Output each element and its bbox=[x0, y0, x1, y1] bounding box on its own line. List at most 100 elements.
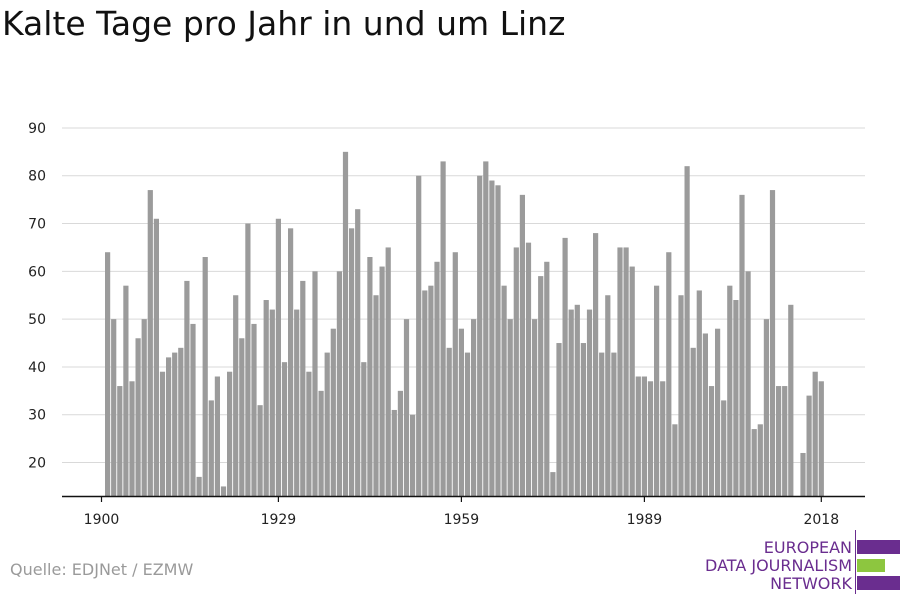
bar-1908 bbox=[147, 190, 153, 496]
bar-1929 bbox=[275, 218, 281, 496]
bar-1914 bbox=[184, 280, 190, 496]
bar-1996 bbox=[684, 166, 690, 496]
bar-2009 bbox=[763, 319, 769, 496]
bar-1915 bbox=[190, 323, 196, 496]
bar-1921 bbox=[227, 371, 233, 496]
bar-1977 bbox=[568, 309, 574, 496]
bar-1959 bbox=[458, 328, 464, 496]
bar-1985 bbox=[617, 247, 623, 496]
bar-1988 bbox=[635, 376, 641, 496]
bar-1994 bbox=[672, 424, 678, 496]
bar-1958 bbox=[452, 252, 458, 496]
bar-1956 bbox=[440, 161, 446, 496]
bar-1972 bbox=[538, 276, 544, 496]
logo-line-1: EUROPEAN bbox=[763, 538, 852, 557]
bar-2002 bbox=[721, 400, 727, 496]
bar-1922 bbox=[233, 295, 239, 496]
bar-1984 bbox=[611, 352, 617, 496]
bar-1979 bbox=[580, 343, 586, 496]
bar-1982 bbox=[599, 352, 605, 496]
bar-1999 bbox=[702, 333, 708, 496]
bar-1910 bbox=[159, 371, 166, 496]
bar-1907 bbox=[141, 319, 147, 496]
bar-2005 bbox=[739, 194, 745, 497]
bar-1909 bbox=[153, 218, 159, 496]
bar-1931 bbox=[288, 228, 294, 496]
bar-1906 bbox=[135, 338, 141, 496]
bar-1981 bbox=[593, 233, 599, 496]
bar-2015 bbox=[800, 452, 806, 496]
bar-1923 bbox=[239, 338, 245, 496]
y-tick-label: 90 bbox=[28, 121, 46, 137]
bar-1934 bbox=[306, 371, 312, 496]
bar-1940 bbox=[342, 151, 349, 496]
bar-1947 bbox=[385, 247, 391, 496]
edjnet-logo: EUROPEAN DATA JOURNALISM NETWORK bbox=[700, 530, 900, 594]
bar-2001 bbox=[715, 328, 721, 496]
bar-1962 bbox=[477, 175, 483, 497]
bar-1904 bbox=[123, 285, 129, 496]
bar-1953 bbox=[422, 290, 428, 496]
bar-1965 bbox=[495, 185, 501, 497]
bar-2016 bbox=[806, 395, 812, 496]
bar-1954 bbox=[428, 285, 434, 496]
bar-1989 bbox=[641, 376, 647, 496]
bar-1933 bbox=[300, 280, 306, 496]
bar-1957 bbox=[446, 347, 452, 496]
y-tick-label: 70 bbox=[28, 217, 46, 233]
bar-1997 bbox=[690, 347, 696, 496]
bar-1928 bbox=[269, 309, 275, 496]
bar-1961 bbox=[471, 319, 477, 496]
bar-1991 bbox=[654, 285, 660, 496]
bar-1911 bbox=[166, 357, 172, 496]
bar-1939 bbox=[336, 271, 342, 496]
bar-2012 bbox=[782, 386, 788, 496]
bar-2003 bbox=[727, 285, 733, 496]
logo-divider bbox=[855, 530, 856, 594]
y-tick-label: 20 bbox=[28, 456, 46, 472]
bar-1971 bbox=[532, 319, 538, 496]
bar-1930 bbox=[281, 362, 288, 496]
bars bbox=[105, 151, 824, 497]
bar-1975 bbox=[556, 343, 562, 496]
bar-2008 bbox=[757, 424, 763, 496]
bar-1943 bbox=[361, 362, 367, 496]
bar-1967 bbox=[507, 319, 513, 496]
bar-1925 bbox=[251, 323, 257, 496]
x-tick-label: 1989 bbox=[627, 512, 663, 528]
bar-1950 bbox=[403, 319, 410, 496]
bar-1917 bbox=[202, 257, 208, 496]
bar-1942 bbox=[355, 209, 361, 496]
bar-1938 bbox=[330, 328, 336, 496]
page-title: Kalte Tage pro Jahr in und um Linz bbox=[2, 4, 566, 43]
bar-1990 bbox=[647, 381, 654, 496]
bar-2018 bbox=[818, 381, 824, 496]
bar-1920 bbox=[220, 486, 227, 496]
bar-1941 bbox=[349, 228, 355, 496]
bar-1968 bbox=[513, 247, 519, 496]
bar-1926 bbox=[257, 405, 263, 496]
bar-1998 bbox=[696, 290, 702, 496]
bar-1916 bbox=[196, 476, 202, 496]
bar-2010 bbox=[769, 190, 776, 496]
bar-1949 bbox=[397, 390, 403, 496]
bar-1970 bbox=[525, 242, 532, 496]
bar-1924 bbox=[245, 223, 251, 497]
bar-1948 bbox=[391, 409, 397, 496]
bar-2013 bbox=[788, 304, 794, 496]
bar-1932 bbox=[294, 309, 300, 496]
bar-1919 bbox=[214, 376, 220, 496]
bar-1960 bbox=[464, 352, 471, 496]
y-tick-label: 50 bbox=[28, 312, 46, 328]
x-tick-label: 1959 bbox=[444, 512, 480, 528]
bar-1902 bbox=[111, 319, 117, 496]
bar-2017 bbox=[812, 371, 818, 496]
logo-line-2: DATA JOURNALISM bbox=[705, 556, 852, 575]
bar-1936 bbox=[318, 390, 324, 496]
source-note: Quelle: EDJNet / EZMW bbox=[10, 560, 194, 579]
x-tick-label: 2018 bbox=[803, 512, 839, 528]
bar-2007 bbox=[751, 429, 757, 496]
bar-1944 bbox=[367, 257, 373, 496]
bar-2004 bbox=[733, 300, 739, 496]
bar-1986 bbox=[623, 247, 629, 496]
